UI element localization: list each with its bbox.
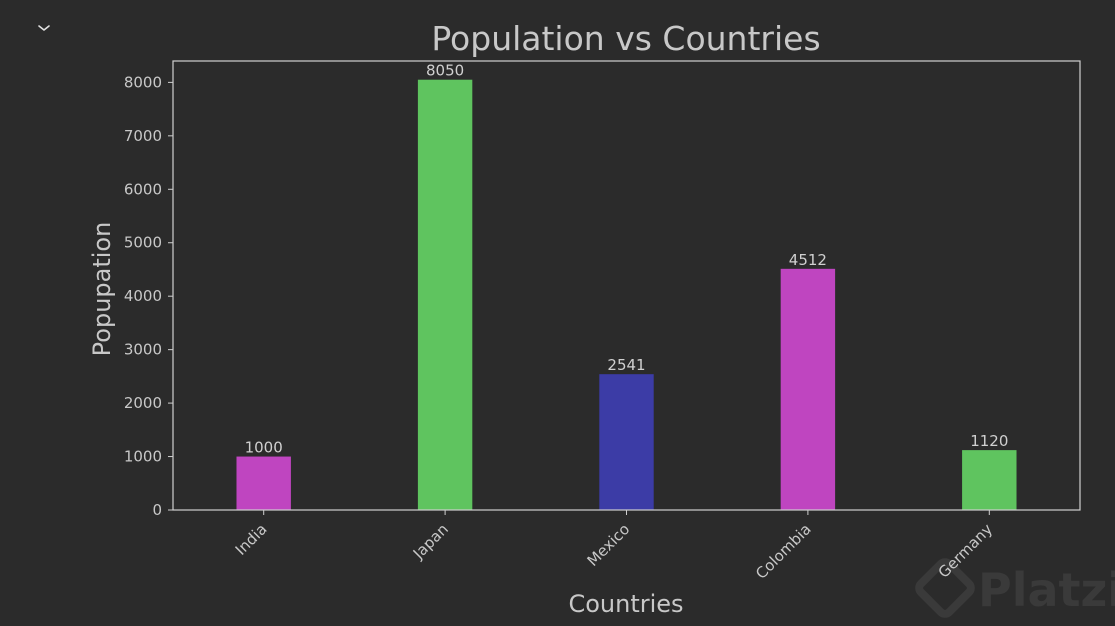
y-tick-label: 4000 [124, 287, 162, 305]
chart-title: Population vs Countries [431, 19, 820, 58]
data-label-mexico: 2541 [607, 356, 645, 374]
y-tick-label: 6000 [124, 180, 162, 198]
platzi-logo-icon [915, 558, 975, 618]
x-axis-label: Countries [568, 590, 683, 618]
y-tick-label: 1000 [124, 448, 162, 466]
plot-frame [172, 60, 1081, 511]
plot-area: 1000 India 8050 Japan 2541 Mexico 4512 Colombia… [124, 60, 1081, 583]
platzi-watermark: Platzi [915, 558, 1115, 618]
y-tick-label: 7000 [124, 127, 162, 145]
data-label-japan: 8050 [426, 62, 464, 80]
bar-japan [417, 79, 473, 510]
y-axis-label: Popupation [88, 222, 116, 357]
x-tick-label-india: India [232, 520, 271, 559]
bar-mexico [599, 374, 654, 510]
y-tick-label: 3000 [124, 341, 162, 359]
y-tick-label: 0 [152, 501, 162, 519]
y-tick-label: 8000 [124, 73, 162, 91]
chevron-down-icon[interactable] [34, 18, 54, 38]
bar-colombia [780, 268, 836, 510]
data-label-colombia: 4512 [789, 251, 827, 269]
x-tick-label-mexico: Mexico [584, 520, 634, 570]
data-label-germany: 1120 [970, 432, 1008, 450]
watermark-label: Platzi [978, 563, 1115, 617]
y-tick-label: 2000 [124, 394, 162, 412]
bar-india [236, 456, 291, 510]
x-tick-label-colombia: Colombia [752, 520, 815, 583]
x-tick-label-japan: Japan [409, 520, 452, 563]
y-tick-label: 5000 [124, 234, 162, 252]
bar-germany [962, 450, 1017, 510]
data-label-india: 1000 [245, 439, 283, 457]
